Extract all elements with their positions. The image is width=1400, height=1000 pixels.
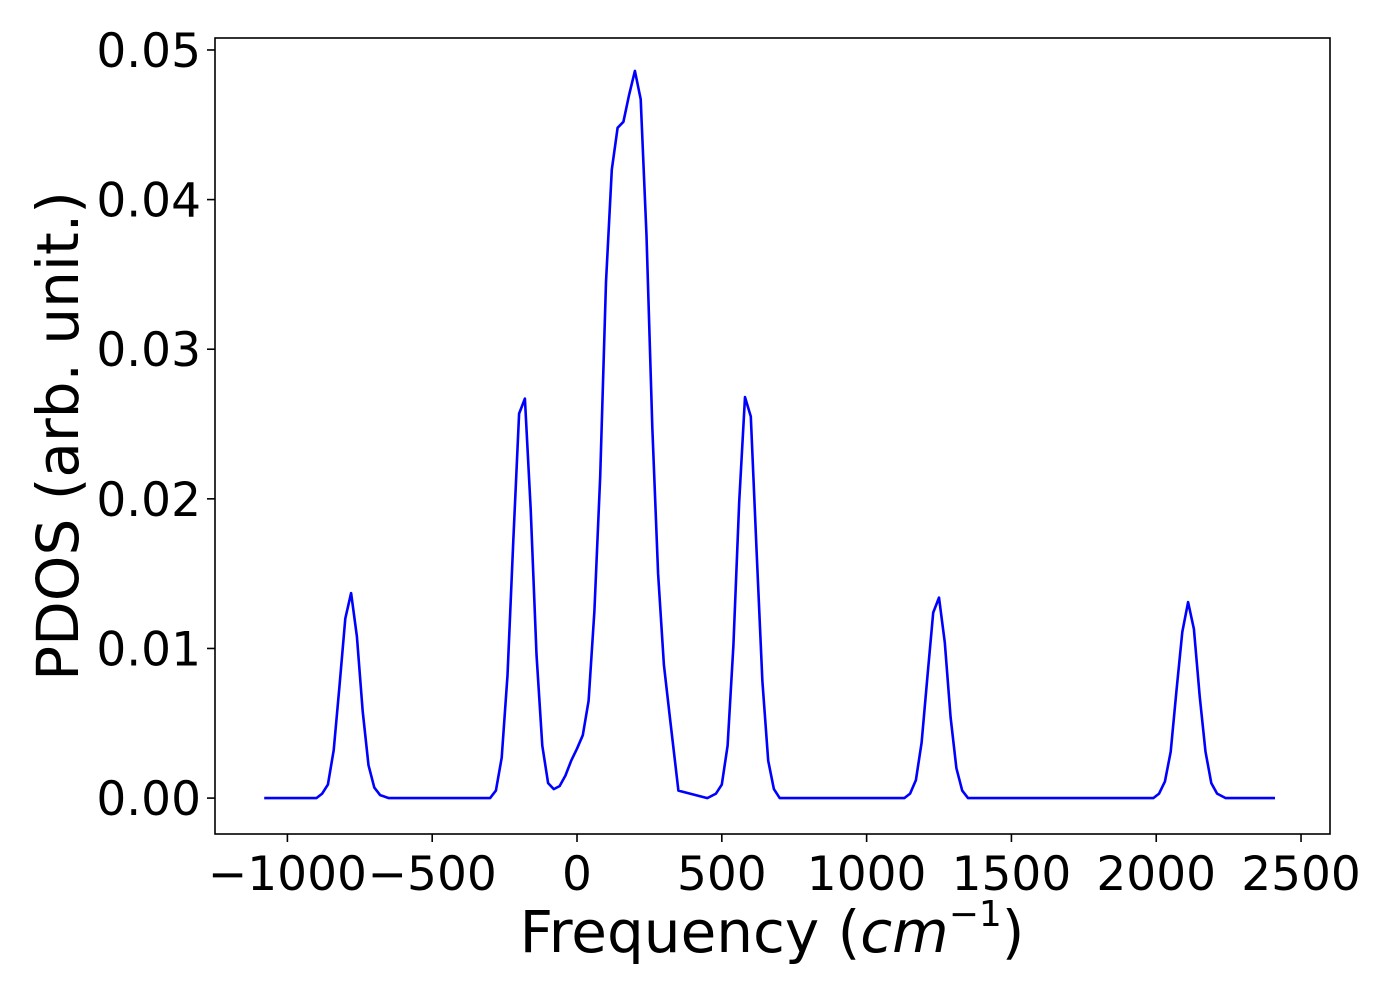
y-tick-label: 0.04 <box>96 174 201 229</box>
x-tick-label: 1500 <box>952 847 1072 902</box>
x-tick-label: 1000 <box>807 847 927 902</box>
x-tick-label: −1000 <box>208 847 367 902</box>
x-tick-label: −500 <box>368 847 497 902</box>
plot-frame <box>214 37 1331 835</box>
x-tick-label: 2000 <box>1096 847 1216 902</box>
x-tick-label: 500 <box>677 847 767 902</box>
y-axis-ticks: 0.00 0.01 0.02 0.03 0.04 0.05 <box>96 24 215 827</box>
y-tick-label: 0.03 <box>96 323 201 378</box>
x-tick-label: 0 <box>562 847 592 902</box>
x-axis-label-close: ) <box>1002 898 1025 966</box>
y-tick-label: 0.01 <box>96 622 201 677</box>
x-axis-label-unit: cm <box>860 898 948 966</box>
series-line-0 <box>264 69 1275 800</box>
x-axis-ticks: −1000 −500 0 500 1000 1500 2000 2500 <box>208 834 1361 902</box>
y-axis-label: PDOS (arb. unit.) <box>24 191 92 681</box>
y-tick-label: 0.00 <box>96 772 201 827</box>
x-axis-label-exponent: −1 <box>949 894 1002 935</box>
y-tick-label: 0.02 <box>96 473 201 528</box>
y-tick-label: 0.05 <box>96 24 201 79</box>
series-layer <box>264 69 1275 800</box>
x-axis-label-main: Frequency ( <box>520 898 861 966</box>
x-axis-label: Frequency (cm−1) <box>520 894 1025 966</box>
x-tick-label: 2500 <box>1241 847 1361 902</box>
